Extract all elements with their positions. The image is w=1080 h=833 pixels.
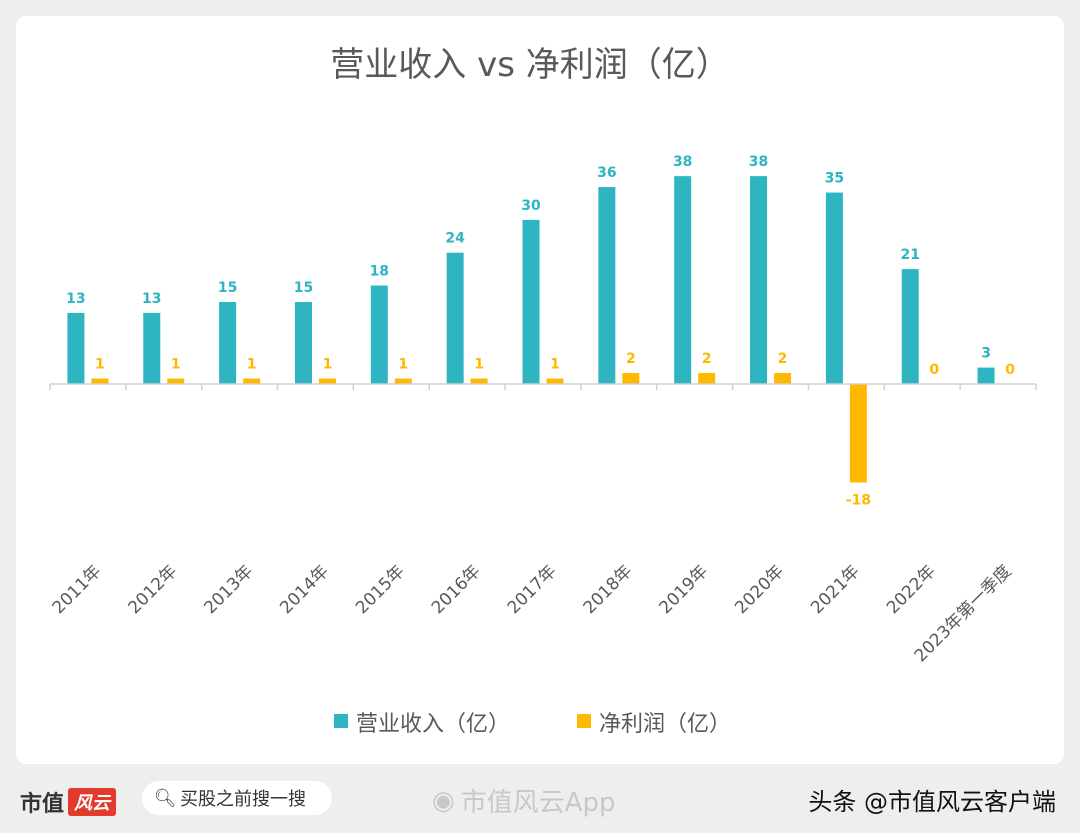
data-label-profit-11: 0	[929, 362, 939, 378]
data-label-profit-5: 1	[474, 357, 484, 373]
x-tick-label-2: 2013年	[200, 561, 257, 618]
bar-revenue-10	[825, 192, 843, 384]
bar-revenue-3	[294, 301, 312, 384]
bar-profit-9	[774, 373, 792, 384]
x-tick-label-5: 2016年	[428, 561, 485, 618]
bar-revenue-11	[901, 269, 919, 384]
data-label-revenue-0: 13	[66, 291, 85, 307]
bar-profit-3	[318, 378, 336, 384]
bar-revenue-6	[522, 219, 540, 384]
legend-swatch-0	[334, 714, 348, 728]
legend-label-1: 净利润（亿）	[599, 712, 731, 737]
data-label-profit-1: 1	[171, 357, 181, 373]
chart-card	[16, 16, 1064, 764]
legend-swatch-1	[577, 714, 591, 728]
footer-bar: 市值 风云 🔍︎ 买股之前搜一搜 ◉ 市值风云App 头条 @市值风云客户端	[0, 764, 1080, 833]
bar-profit-2	[243, 378, 261, 384]
bar-profit-0	[91, 378, 109, 384]
bar-revenue-12	[977, 367, 995, 384]
weibo-icon: ◉	[432, 785, 455, 816]
data-label-revenue-10: 35	[825, 171, 844, 187]
brand-mark: 风云	[68, 788, 117, 816]
x-tick-label-7: 2018年	[580, 561, 637, 618]
source-credit: 头条 @市值风云客户端	[808, 788, 1056, 816]
bar-profit-5	[470, 378, 488, 384]
data-label-revenue-7: 36	[597, 165, 616, 181]
bar-revenue-4	[370, 285, 388, 384]
legend-label-0: 营业收入（亿）	[356, 712, 510, 737]
data-label-profit-4: 1	[398, 357, 408, 373]
data-label-revenue-9: 38	[749, 154, 768, 170]
legend: 营业收入（亿） 净利润（亿）	[334, 712, 731, 737]
bar-revenue-2	[219, 301, 237, 384]
plot-area: 13 13 15 15 18 24 30 36 38 38 35 21 3 1 1 1 1 1 1 1 2 2 2 -18 0 0…	[49, 154, 1037, 666]
data-label-revenue-8: 38	[673, 154, 692, 170]
data-label-profit-0: 1	[95, 357, 105, 373]
search-text: 买股之前搜一搜	[180, 789, 306, 810]
x-tick-label-3: 2014年	[276, 561, 333, 618]
bar-revenue-7	[598, 187, 616, 384]
data-label-revenue-11: 21	[900, 247, 919, 263]
x-tick-label-10: 2021年	[807, 561, 864, 618]
bar-profit-7	[622, 373, 640, 384]
data-label-profit-2: 1	[247, 357, 257, 373]
app-watermark-text: 市值风云App	[460, 788, 616, 818]
data-label-revenue-1: 13	[142, 291, 161, 307]
bar-profit-6	[546, 378, 564, 384]
bar-revenue-8	[674, 176, 692, 384]
chart-title: 营业收入 vs 净利润（亿）	[330, 45, 729, 85]
data-label-revenue-3: 15	[294, 280, 313, 296]
bar-revenue-0	[67, 312, 85, 384]
data-label-revenue-12: 3	[981, 346, 991, 362]
data-label-profit-10: -18	[846, 492, 871, 508]
data-label-profit-6: 1	[550, 357, 560, 373]
data-label-revenue-6: 30	[521, 198, 541, 214]
search-icon: 🔍︎	[153, 787, 177, 809]
data-label-revenue-4: 18	[370, 264, 389, 280]
bar-revenue-1	[143, 312, 161, 384]
x-tick-label-9: 2020年	[731, 561, 788, 618]
bar-revenue-5	[446, 252, 464, 384]
brand-logo: 市值 风云	[20, 786, 117, 818]
data-label-profit-7: 2	[626, 351, 636, 367]
search-box[interactable]: 🔍︎ 买股之前搜一搜	[142, 781, 332, 815]
x-tick-label-4: 2015年	[352, 561, 409, 618]
data-label-revenue-2: 15	[218, 280, 237, 296]
brand-text: 市值	[20, 792, 65, 817]
data-label-profit-8: 2	[702, 351, 712, 367]
bar-profit-10	[849, 384, 867, 483]
x-tick-label-11: 2022年	[883, 561, 940, 618]
bar-profit-1	[167, 378, 185, 384]
data-label-profit-9: 2	[778, 351, 788, 367]
x-tick-label-6: 2017年	[504, 561, 561, 618]
app-watermark: ◉ 市值风云App	[432, 782, 615, 819]
x-tick-label-0: 2011年	[49, 561, 106, 618]
bar-profit-4	[394, 378, 412, 384]
x-tick-label-8: 2019年	[655, 561, 712, 618]
bar-profit-8	[698, 373, 716, 384]
bar-revenue-9	[750, 176, 768, 384]
data-label-profit-3: 1	[323, 357, 333, 373]
x-tick-label-1: 2012年	[125, 561, 182, 618]
data-label-revenue-5: 24	[445, 231, 465, 247]
data-label-profit-12: 0	[1005, 362, 1015, 378]
